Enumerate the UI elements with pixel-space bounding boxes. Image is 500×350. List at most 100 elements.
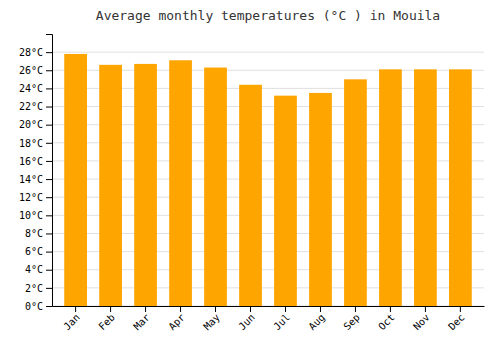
x-tick-label: May — [201, 312, 222, 333]
y-tick: 20°C — [19, 119, 52, 130]
grid-line — [52, 52, 484, 53]
bar — [134, 64, 157, 306]
y-tick-mark — [46, 70, 52, 71]
y-tick-label: 20°C — [19, 119, 43, 130]
y-tick-mark — [46, 143, 52, 144]
bar — [344, 79, 367, 306]
x-tick: Feb — [96, 306, 117, 332]
bar — [414, 69, 437, 306]
x-tick-mark — [250, 306, 251, 312]
y-tick-mark — [46, 288, 52, 289]
x-tick-mark — [145, 306, 146, 312]
y-tick-label: 2°C — [25, 283, 43, 294]
x-tick-label: Apr — [166, 312, 187, 333]
x-tick-mark — [425, 306, 426, 312]
y-tick: 10°C — [19, 210, 52, 221]
x-tick-label: Jul — [271, 312, 292, 333]
x-tick-mark — [180, 306, 181, 312]
y-tick: 12°C — [19, 192, 52, 203]
y-tick-label: 10°C — [19, 210, 43, 221]
y-tick-label: 12°C — [19, 192, 43, 203]
y-tick-mark — [46, 125, 52, 126]
y-tick: 0°C — [25, 301, 52, 312]
x-tick-label: Dec — [446, 312, 467, 333]
y-tick-label: 24°C — [19, 83, 43, 94]
y-tick: 4°C — [25, 264, 52, 275]
y-tick-mark — [46, 197, 52, 198]
x-tick: Aug — [306, 306, 327, 332]
y-tick-label: 8°C — [25, 228, 43, 239]
chart: Jan Feb Mar Apr May Jun Jul Aug Sep Oct Nov Dec 0°C 2… — [0, 0, 500, 350]
y-tick: 6°C — [25, 246, 52, 257]
bar — [99, 65, 122, 306]
x-tick: Mar — [131, 306, 152, 332]
bar — [449, 69, 472, 306]
bar — [309, 93, 332, 306]
y-tick: 8°C — [25, 228, 52, 239]
y-tick: 24°C — [19, 83, 52, 94]
y-tick: 16°C — [19, 156, 52, 167]
x-tick-mark — [390, 306, 391, 312]
x-tick-mark — [110, 306, 111, 312]
x-tick: May — [201, 306, 222, 332]
y-tick: 18°C — [19, 138, 52, 149]
x-tick-label: Jan — [61, 312, 82, 333]
x-tick-mark — [215, 306, 216, 312]
x-tick-label: Oct — [376, 312, 397, 333]
y-tick-mark — [46, 161, 52, 162]
x-tick-label: Nov — [411, 312, 432, 333]
x-tick-mark — [320, 306, 321, 312]
bar — [379, 69, 402, 306]
y-tick-mark — [46, 88, 52, 89]
x-tick-label: Mar — [131, 312, 152, 333]
y-tick-mark — [46, 306, 52, 307]
bar — [169, 60, 192, 306]
x-tick: Jul — [271, 306, 292, 332]
y-tick-mark — [46, 252, 52, 253]
x-tick-label: Sep — [341, 312, 362, 333]
y-tick-label: 28°C — [19, 47, 43, 58]
y-tick-label: 18°C — [19, 138, 43, 149]
x-axis: Jan Feb Mar Apr May Jun Jul Aug Sep Oct Nov Dec — [53, 306, 485, 332]
title: Average monthly temperatures (°C ) in Mo… — [96, 8, 440, 23]
y-tick: 28°C — [19, 47, 52, 58]
x-tick-label: Aug — [306, 312, 327, 333]
y-tick-label: 22°C — [19, 101, 43, 112]
x-tick-mark — [285, 306, 286, 312]
bar — [239, 85, 262, 306]
x-tick: Oct — [376, 306, 397, 332]
x-tick: Dec — [446, 306, 467, 332]
x-tick-label: Jun — [236, 312, 257, 333]
grid — [52, 52, 484, 306]
x-tick-mark — [75, 306, 76, 312]
y-tick: 26°C — [19, 65, 52, 76]
bar — [64, 54, 87, 306]
y-tick-mark — [46, 107, 52, 108]
y-tick-label: 16°C — [19, 156, 43, 167]
y-tick-label: 14°C — [19, 174, 43, 185]
x-tick-mark — [460, 306, 461, 312]
y-axis-line — [46, 35, 53, 307]
y-tick-mark — [46, 52, 52, 53]
x-tick: Apr — [166, 306, 187, 332]
y-tick-label: 0°C — [25, 301, 43, 312]
x-tick: Sep — [341, 306, 362, 332]
y-tick: 22°C — [19, 101, 52, 112]
y-axis: 0°C 2°C 4°C 6°C 8°C 10°C 12°C 14°C 16°C 18°C 20°C 2… — [19, 35, 53, 312]
y-tick-mark — [46, 179, 52, 180]
x-tick: Jun — [236, 306, 257, 332]
x-tick-mark — [355, 306, 356, 312]
y-tick-label: 4°C — [25, 264, 43, 275]
y-tick: 14°C — [19, 174, 52, 185]
bar — [274, 96, 297, 306]
y-tick-label: 6°C — [25, 246, 43, 257]
bars — [64, 54, 472, 306]
y-tick-mark — [46, 215, 52, 216]
y-tick-mark — [46, 233, 52, 234]
x-axis-line — [53, 306, 485, 307]
x-tick: Nov — [411, 306, 432, 332]
x-tick-label: Feb — [96, 312, 117, 333]
bar — [204, 68, 227, 306]
y-tick: 2°C — [25, 283, 52, 294]
y-tick-label: 26°C — [19, 65, 43, 76]
